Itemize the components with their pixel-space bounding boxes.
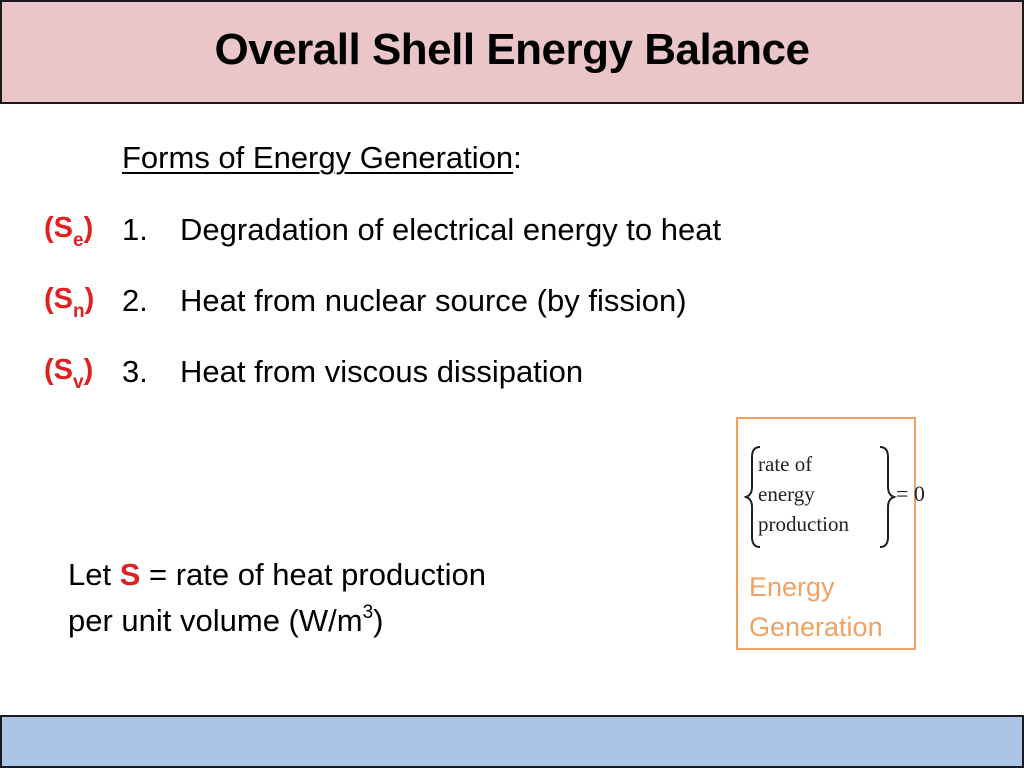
- definition-line-1: Let S = rate of heat production: [68, 552, 486, 598]
- list-number: 3.: [122, 354, 148, 389]
- formula-line: rate of: [758, 452, 813, 476]
- definition-let: Let: [68, 557, 120, 592]
- definition-units-prefix: per unit volume (W/m: [68, 603, 363, 638]
- formula-lines: rate of energy production: [758, 449, 849, 539]
- source-tag-open: (S: [44, 354, 73, 386]
- source-tag-sub: n: [73, 301, 85, 322]
- source-tag-close: ): [83, 212, 94, 244]
- caption-line-2: Generation: [749, 612, 883, 642]
- source-tag-sub: v: [73, 372, 84, 393]
- source-tag: (Sn): [44, 282, 95, 322]
- source-tag-close: ): [83, 354, 94, 386]
- caption-line-1: Energy: [749, 572, 835, 602]
- forms-heading-text: Forms of Energy Generation: [122, 140, 514, 175]
- list-item: (Sv) 3. Heat from viscous dissipation: [0, 353, 1024, 397]
- energy-balance-formula: rate of energy production = 0: [744, 443, 940, 551]
- energy-box-caption: Energy Generation: [749, 567, 883, 647]
- definition-units-suffix: ): [373, 603, 384, 638]
- list-item: (Sn) 2. Heat from nuclear source (by fis…: [0, 282, 1024, 326]
- list-text: Heat from viscous dissipation: [180, 354, 584, 389]
- energy-generation-box: rate of energy production = 0 Energy Gen…: [736, 417, 925, 650]
- list-number: 2.: [122, 283, 148, 318]
- source-tag-open: (S: [44, 212, 73, 244]
- left-brace: [744, 446, 761, 548]
- definition: Let S = rate of heat production per unit…: [68, 552, 486, 644]
- definition-rest: = rate of heat production: [140, 557, 486, 592]
- source-tag: (Sv): [44, 353, 94, 393]
- forms-heading-colon: :: [513, 140, 522, 175]
- source-tag-sub: e: [73, 230, 84, 251]
- slide-title: Overall Shell Energy Balance: [214, 25, 810, 74]
- formula-line: energy: [758, 482, 815, 506]
- formula-braces: [744, 446, 898, 548]
- formula-line: production: [758, 512, 849, 536]
- forms-heading: Forms of Energy Generation:: [122, 139, 522, 177]
- source-tag: (Se): [44, 211, 94, 251]
- list-text: Heat from nuclear source (by fission): [180, 283, 687, 318]
- source-tag-open: (S: [44, 283, 73, 315]
- definition-units-exponent: 3: [362, 602, 374, 623]
- definition-symbol: S: [119, 557, 141, 592]
- definition-line-2: per unit volume (W/m3): [68, 598, 486, 644]
- footer-bar: [0, 715, 1024, 768]
- title-bar: Overall Shell Energy Balance: [0, 0, 1024, 104]
- right-brace: [879, 446, 898, 548]
- list-text: Degradation of electrical energy to heat: [180, 212, 722, 247]
- source-tag-close: ): [84, 283, 95, 315]
- list-item: (Se) 1. Degradation of electrical energy…: [0, 211, 1024, 255]
- list-number: 1.: [122, 212, 148, 247]
- formula-rhs: = 0: [896, 481, 925, 506]
